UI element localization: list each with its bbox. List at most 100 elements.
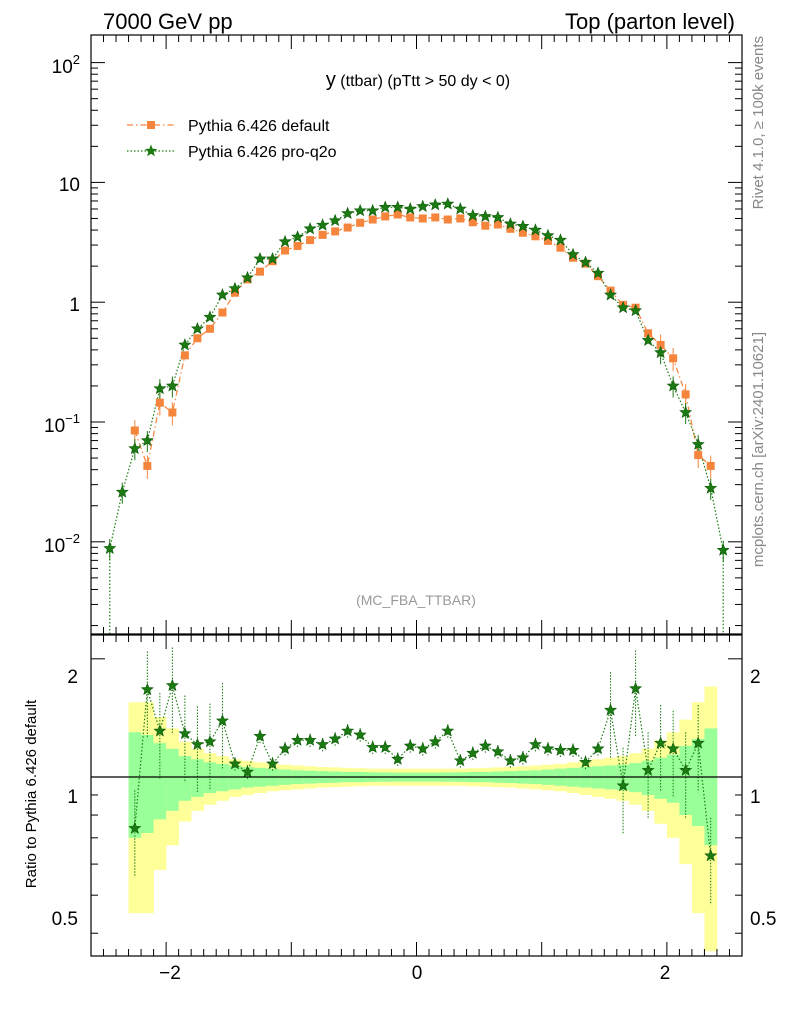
- marker-proq2o: [566, 247, 580, 261]
- ratio-marker: [566, 743, 580, 756]
- legend-marker-default: [147, 121, 155, 129]
- xtick-label-neg2: −2: [159, 963, 181, 984]
- ratio-marker: [453, 753, 467, 767]
- ratio-marker: [579, 755, 593, 768]
- marker-proq2o: [428, 197, 442, 211]
- ytick-label-0.01: 10−2: [44, 531, 80, 557]
- marker-proq2o: [391, 200, 405, 213]
- ratio-marker: [654, 736, 668, 749]
- marker-default: [406, 213, 415, 222]
- ratio-marker: [541, 741, 555, 755]
- band-green-bin: [153, 743, 167, 820]
- marker-proq2o: [416, 199, 430, 212]
- band-green-bin: [691, 738, 705, 827]
- ytick-label-10: 10: [59, 175, 80, 196]
- series-line-proq2o: [109, 203, 724, 551]
- marker-proq2o: [441, 197, 455, 210]
- band-green-bin: [629, 763, 643, 793]
- ratio-marker: [328, 732, 342, 745]
- marker-default: [568, 253, 577, 262]
- ratio-marker: [491, 744, 505, 758]
- marker-default: [656, 340, 665, 349]
- marker-proq2o: [203, 310, 217, 323]
- ratio-ytick-1-left: 1: [67, 787, 78, 808]
- plot-title-selection: (ttbar) (pTtt > 50 dy < 0): [336, 73, 510, 90]
- ratio-marker: [378, 740, 392, 753]
- legend: Pythia 6.426 default Pythia 6.426 pro-q2…: [127, 118, 337, 161]
- marker-proq2o: [591, 266, 605, 279]
- marker-proq2o: [403, 202, 417, 215]
- marker-proq2o: [516, 219, 530, 232]
- ratio-marker: [391, 752, 405, 765]
- header-energy-label: 7000 GeV pp: [103, 9, 233, 34]
- ratio-marker: [478, 739, 492, 752]
- band-green-bin: [178, 756, 192, 801]
- ratio-marker: [553, 743, 567, 756]
- ratio-ylabel: Ratio to Pythia 6.426 default: [23, 699, 40, 888]
- ratio-marker: [591, 741, 605, 755]
- marker-default: [644, 329, 653, 338]
- ratio-ytick-2-left: 2: [67, 667, 78, 688]
- ytick-label-1: 1: [69, 295, 80, 316]
- marker-proq2o: [328, 213, 342, 227]
- side-mcplots-label: mcplots.cern.ch [arXiv:2401.10621]: [750, 332, 767, 567]
- marker-default: [393, 210, 402, 219]
- band-green-bin: [128, 732, 142, 838]
- marker-proq2o: [616, 300, 630, 314]
- marker-default: [381, 212, 390, 221]
- ratio-marker: [165, 678, 179, 692]
- marker-default: [155, 398, 164, 407]
- plot-title-variable: y: [326, 69, 336, 91]
- ratio-marker: [528, 737, 542, 751]
- marker-proq2o: [165, 379, 179, 392]
- band-green-bin: [166, 748, 179, 811]
- marker-proq2o: [704, 481, 718, 494]
- marker-default: [481, 221, 490, 230]
- band-green-bin: [191, 759, 204, 797]
- ratio-marker: [691, 736, 705, 749]
- ratio-marker: [616, 778, 630, 792]
- ratio-marker: [466, 746, 480, 759]
- ratio-ytick-2-right: 2: [750, 667, 761, 688]
- ratio-ytick-1-right: 1: [750, 787, 761, 808]
- marker-proq2o: [491, 210, 505, 223]
- marker-default: [431, 213, 440, 222]
- marker-default: [531, 232, 540, 241]
- marker-default: [594, 272, 603, 281]
- ratio-marker: [228, 757, 242, 770]
- marker-proq2o: [666, 379, 680, 392]
- ratio-marker: [153, 724, 167, 737]
- marker-default: [669, 354, 678, 363]
- marker-proq2o: [240, 270, 254, 284]
- ratio-marker: [403, 739, 417, 752]
- legend-marker-proq2o: [144, 144, 158, 157]
- marker-default: [356, 218, 365, 227]
- ratio-marker: [416, 741, 430, 755]
- marker-default: [543, 236, 552, 245]
- ratio-marker: [666, 741, 680, 755]
- marker-proq2o: [528, 223, 542, 236]
- xtick-label-2: 2: [660, 963, 671, 984]
- ratio-marker: [441, 724, 455, 737]
- band-green-bin: [203, 762, 217, 794]
- marker-default: [443, 215, 452, 224]
- marker-proq2o: [378, 200, 392, 213]
- marker-proq2o: [266, 252, 280, 265]
- plot-title: y (ttbar) (pTtt > 50 dy < 0): [326, 69, 510, 91]
- ratio-marker: [178, 726, 192, 740]
- marker-default: [281, 246, 290, 255]
- axes: [90, 34, 743, 957]
- ratio-marker: [203, 734, 217, 748]
- band-green-bin: [666, 754, 680, 803]
- marker-proq2o: [541, 228, 555, 242]
- marker-proq2o: [153, 381, 167, 395]
- series-line-default: [134, 213, 712, 469]
- marker-default: [256, 267, 265, 276]
- ratio-marker: [303, 733, 317, 746]
- marker-proq2o: [553, 233, 567, 246]
- ratio-marker: [266, 757, 280, 770]
- marker-proq2o: [215, 288, 229, 301]
- marker-default: [193, 334, 202, 343]
- data-markers: [103, 197, 730, 905]
